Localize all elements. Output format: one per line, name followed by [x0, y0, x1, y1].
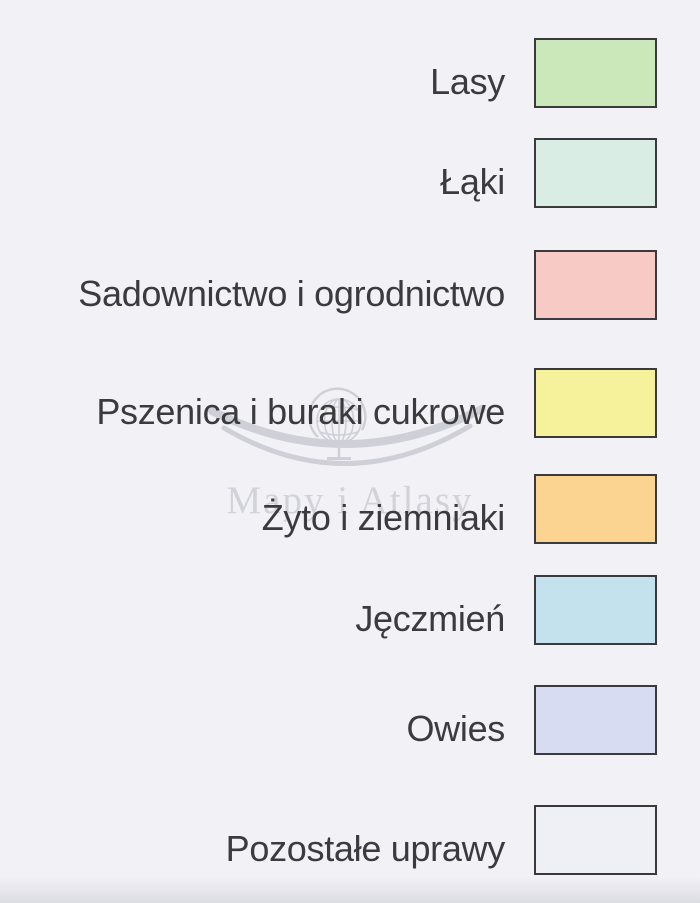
color-swatch — [534, 685, 657, 755]
globe-watermark-icon — [208, 387, 486, 466]
legend-label: Łąki — [440, 161, 505, 202]
color-swatch — [534, 368, 657, 438]
color-swatch — [534, 474, 657, 544]
color-swatch — [534, 805, 657, 875]
color-swatch — [534, 250, 657, 320]
color-swatch — [534, 138, 657, 208]
legend-row: Łąki — [0, 138, 700, 208]
legend-row: Owies — [0, 685, 700, 755]
legend-label: Żyto i ziemniaki — [261, 497, 506, 538]
watermark-text: Mapy i Atlasy — [226, 479, 474, 522]
legend-row: Żyto i ziemniaki — [0, 474, 700, 544]
legend-label: Owies — [406, 708, 505, 749]
legend-row: Pozostałe uprawy — [0, 805, 700, 875]
legend-label: Lasy — [430, 61, 505, 102]
legend-label: Sadownictwo i ogrodnictwo — [78, 273, 505, 314]
color-swatch — [534, 575, 657, 645]
legend-row: Jęczmień — [0, 575, 700, 645]
legend-label: Pozostałe uprawy — [225, 828, 506, 869]
color-swatch — [534, 38, 657, 108]
legend-row: Pszenica i buraki cukrowe — [0, 368, 700, 438]
legend-label: Pszenica i buraki cukrowe — [96, 391, 505, 432]
publisher-watermark: Mapy i Atlasy — [190, 362, 510, 532]
legend-label: Jęczmień — [355, 598, 505, 639]
legend-row: Sadownictwo i ogrodnictwo — [0, 250, 700, 320]
legend-row: Lasy — [0, 38, 700, 108]
